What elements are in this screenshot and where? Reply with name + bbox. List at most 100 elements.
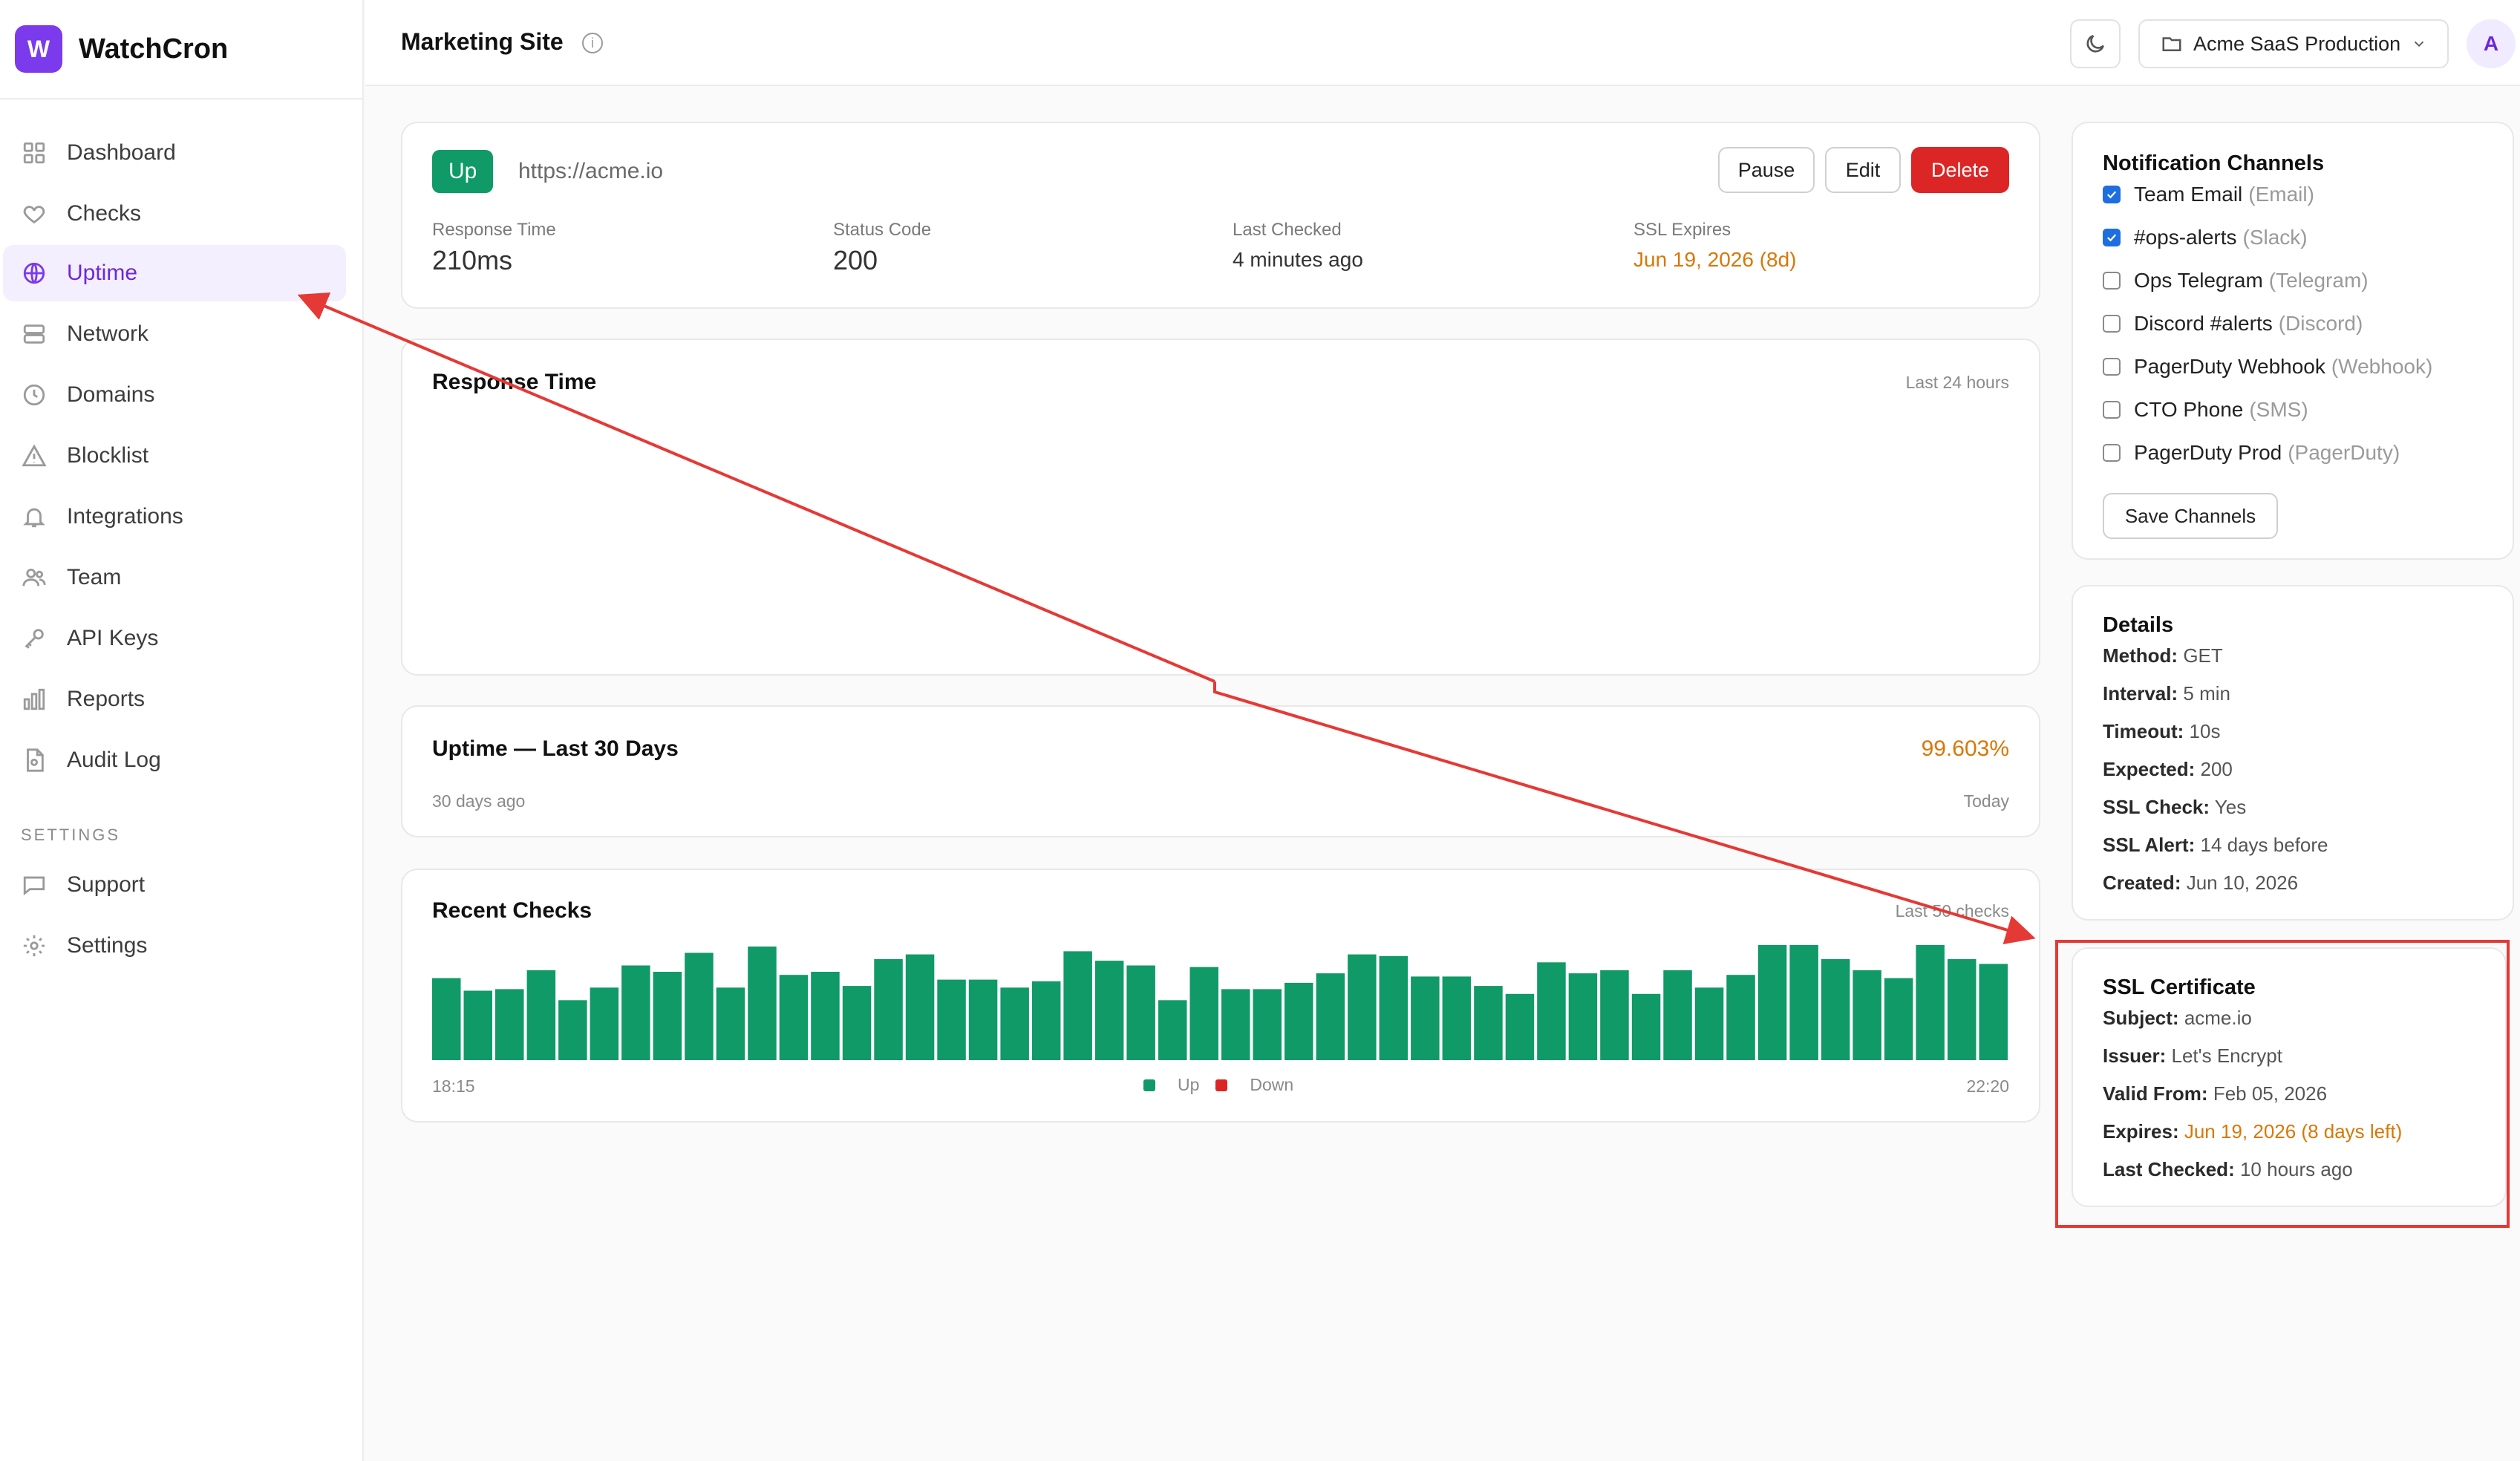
check-bar[interactable] <box>811 972 840 1060</box>
checkbox[interactable] <box>2103 401 2121 419</box>
check-bar[interactable] <box>1189 967 1219 1060</box>
chevron-down-icon <box>2415 41 2424 48</box>
channel-item[interactable]: CTO Phone (SMS) <box>2103 395 2308 425</box>
legend-down-label: Down <box>1250 1075 1294 1094</box>
check-bar[interactable] <box>1094 961 1124 1060</box>
check-bar[interactable] <box>1000 987 1029 1060</box>
recent-checks-title: Recent Checks <box>432 898 593 923</box>
check-bar[interactable] <box>432 978 461 1061</box>
check-bar[interactable] <box>1726 975 1755 1060</box>
details-card: Details Method: GET Interval: 5 min Time… <box>2072 585 2514 921</box>
check-bar[interactable] <box>1568 973 1598 1060</box>
sidebar-item-audit-log[interactable]: Audit Log <box>3 732 346 788</box>
channel-item[interactable]: Ops Telegram (Telegram) <box>2103 266 2369 295</box>
check-bar[interactable] <box>1253 989 1282 1060</box>
sidebar-item-settings[interactable]: Settings <box>3 918 346 974</box>
check-bar[interactable] <box>1031 981 1061 1060</box>
check-bar[interactable] <box>653 972 682 1060</box>
check-bar[interactable] <box>1821 959 1850 1060</box>
checkbox[interactable] <box>2103 358 2121 376</box>
heart-icon <box>21 200 48 227</box>
checkbox[interactable] <box>2103 315 2121 333</box>
channel-item[interactable]: #ops-alerts (Slack) <box>2103 223 2308 252</box>
sidebar-item-domains[interactable]: Domains <box>3 367 346 423</box>
channel-item[interactable]: Team Email (Email) <box>2103 180 2314 209</box>
brand[interactable]: W WatchCron <box>0 0 364 99</box>
check-bar[interactable] <box>1221 989 1250 1060</box>
project-selector[interactable]: Acme SaaS Production <box>2138 19 2449 68</box>
check-bar[interactable] <box>590 987 619 1060</box>
check-bar[interactable] <box>1537 962 1566 1060</box>
checkbox[interactable] <box>2103 444 2121 462</box>
check-bar[interactable] <box>1474 986 1503 1060</box>
check-bar[interactable] <box>1379 955 1408 1060</box>
sidebar-item-checks[interactable]: Checks <box>3 186 346 242</box>
check-bar[interactable] <box>1757 944 1787 1060</box>
check-bar[interactable] <box>1663 970 1692 1060</box>
check-bar[interactable] <box>748 947 777 1060</box>
pause-button[interactable]: Pause <box>1718 147 1815 193</box>
sidebar-item-uptime[interactable]: Uptime <box>3 245 346 301</box>
check-bar[interactable] <box>1979 964 2008 1060</box>
check-bar[interactable] <box>1285 982 1313 1060</box>
check-bar[interactable] <box>463 990 493 1061</box>
checkbox-checked[interactable] <box>2103 186 2121 203</box>
channel-item[interactable]: PagerDuty Webhook (Webhook) <box>2103 352 2432 382</box>
check-bar[interactable] <box>1348 954 1377 1060</box>
check-bar[interactable] <box>1158 1000 1187 1060</box>
check-bar[interactable] <box>1442 976 1472 1060</box>
check-bar[interactable] <box>1126 965 1155 1061</box>
check-bar[interactable] <box>874 959 903 1060</box>
check-bar[interactable] <box>526 970 556 1060</box>
check-bar[interactable] <box>716 987 745 1060</box>
check-bar[interactable] <box>685 952 714 1061</box>
check-bar[interactable] <box>1789 944 1818 1060</box>
sidebar-item-support[interactable]: Support <box>3 857 346 913</box>
check-bar[interactable] <box>1916 944 1945 1060</box>
check-bar[interactable] <box>1853 970 1881 1060</box>
detail-key: Created: <box>2103 872 2181 894</box>
check-bar[interactable] <box>1694 987 1724 1060</box>
detail-method: Method: GET <box>2103 644 2223 667</box>
save-channels-button[interactable]: Save Channels <box>2103 493 2278 539</box>
sidebar-item-dashboard[interactable]: Dashboard <box>3 125 346 181</box>
delete-button[interactable]: Delete <box>1911 147 2009 193</box>
edit-button[interactable]: Edit <box>1825 147 1901 193</box>
ssl-subject: Subject: acme.io <box>2103 1007 2252 1030</box>
check-bar[interactable] <box>1063 951 1092 1060</box>
check-bar[interactable] <box>558 1000 587 1060</box>
check-bar[interactable] <box>1600 970 1629 1060</box>
sidebar-item-network[interactable]: Network <box>3 306 346 362</box>
sidebar-item-label: Support <box>67 872 146 897</box>
check-bar[interactable] <box>1505 993 1535 1060</box>
check-bar[interactable] <box>968 979 998 1060</box>
check-bar[interactable] <box>621 965 650 1061</box>
checkbox[interactable] <box>2103 272 2121 290</box>
check-bar[interactable] <box>905 954 935 1060</box>
channel-name: Team Email <box>2134 183 2243 206</box>
channel-item[interactable]: PagerDuty Prod (PagerDuty) <box>2103 438 2400 468</box>
check-bar[interactable] <box>937 979 966 1060</box>
sidebar-item-team[interactable]: Team <box>3 549 346 606</box>
info-icon[interactable]: i <box>582 33 603 53</box>
check-bar[interactable] <box>1884 978 1913 1061</box>
check-bar[interactable] <box>495 989 524 1060</box>
theme-toggle-button[interactable] <box>2070 19 2121 68</box>
sidebar-item-reports[interactable]: Reports <box>3 671 346 728</box>
check-bar[interactable] <box>842 986 872 1060</box>
sidebar-item-integrations[interactable]: Integrations <box>3 488 346 545</box>
sidebar-item-api-keys[interactable]: API Keys <box>3 610 346 667</box>
monitor-url[interactable]: https://acme.io <box>518 159 664 183</box>
response-time-card: Response Time Last 24 hours <box>401 339 2040 676</box>
avatar[interactable]: A <box>2467 19 2516 68</box>
check-bar[interactable] <box>779 975 809 1060</box>
check-bar[interactable] <box>1316 973 1345 1060</box>
checkbox-checked[interactable] <box>2103 229 2121 246</box>
channel-item[interactable]: Discord #alerts (Discord) <box>2103 309 2363 339</box>
legend-up-label: Up <box>1178 1075 1200 1094</box>
detail-value: 200 <box>2200 758 2233 780</box>
check-bar[interactable] <box>1631 993 1661 1060</box>
sidebar-item-blocklist[interactable]: Blocklist <box>3 428 346 484</box>
check-bar[interactable] <box>1411 976 1440 1060</box>
check-bar[interactable] <box>1948 959 1976 1060</box>
